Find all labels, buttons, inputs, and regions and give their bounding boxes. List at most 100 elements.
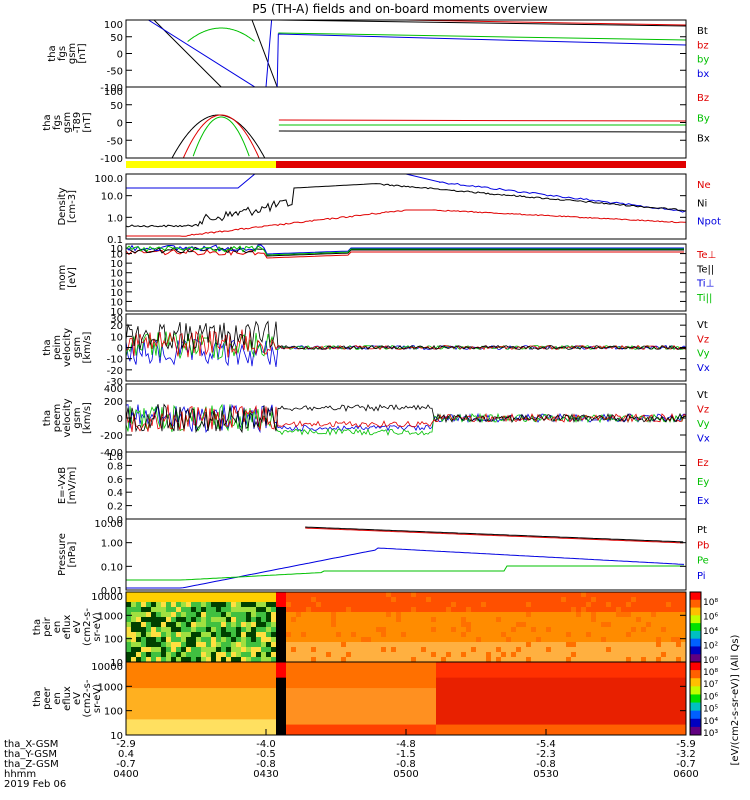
spectrogram-cell: [321, 693, 327, 700]
spectrogram-cell: [611, 652, 617, 658]
spectrogram-cell: [226, 657, 232, 662]
spectrogram-cell: [156, 703, 162, 710]
spectrogram-cell: [446, 719, 452, 726]
spectrogram-cell: [381, 698, 387, 705]
spectrogram-cell: [301, 729, 307, 735]
y-tick-label: 0.2: [107, 502, 123, 513]
spectrogram-cell: [546, 657, 552, 662]
spectrogram-cell: [191, 647, 197, 653]
spectrogram-cell: [451, 677, 457, 684]
spectrogram-cell: [366, 652, 372, 658]
spectrogram-cell: [361, 632, 367, 638]
spectrogram-cell: [196, 719, 202, 726]
spectrogram-cell: [421, 698, 427, 705]
panel-content: [126, 592, 686, 662]
spectrogram-cell: [456, 642, 462, 648]
spectrogram-cell: [406, 698, 412, 705]
spectrogram-cell: [536, 662, 542, 668]
spectrogram-cell: [366, 677, 372, 684]
spectrogram-cell: [516, 714, 522, 720]
spectrogram-cell: [451, 592, 457, 598]
spectrogram-cell: [521, 612, 527, 618]
spectrogram-cell: [606, 637, 612, 643]
panel-frame: [125, 313, 687, 382]
spectrogram-cell: [136, 682, 142, 689]
spectrogram-cell: [401, 642, 407, 648]
spectrogram-cell: [541, 627, 547, 633]
spectrogram-cell: [346, 698, 352, 705]
spectrogram-cell: [436, 602, 442, 608]
spectrogram-cell: [301, 688, 307, 694]
spectrogram-cell: [176, 729, 182, 735]
spectrogram-cell: [176, 688, 182, 694]
spectrogram-cell: [181, 719, 187, 726]
spectrogram-cell: [511, 612, 517, 618]
spectrogram-cell: [501, 688, 507, 694]
spectrogram-cell: [196, 724, 202, 731]
spectrogram-cell: [571, 607, 577, 613]
spectrogram-cell: [566, 729, 572, 735]
spectrogram-cell: [356, 729, 362, 735]
spectrogram-cell: [126, 677, 132, 684]
spectrogram-cell: [596, 622, 602, 628]
spectrogram-cell: [621, 724, 627, 731]
spectrogram-cell: [526, 708, 532, 715]
spectrogram-cell: [626, 677, 632, 684]
spectrogram-cell: [131, 652, 137, 658]
spectrogram-cell: [366, 637, 372, 643]
spectrogram-cell: [361, 652, 367, 658]
spectrogram-cell: [676, 672, 682, 679]
spectrogram-cell: [376, 617, 382, 623]
spectrogram-cell: [456, 677, 462, 684]
colorbar-segment: [690, 630, 701, 640]
spectrogram-cell: [626, 647, 632, 653]
spectrogram-cell: [411, 637, 417, 643]
spectrogram-cell: [216, 612, 222, 618]
spectrogram-cell: [306, 617, 312, 623]
spectrogram-cell: [461, 627, 467, 633]
spectrogram-cell: [396, 719, 402, 726]
spectrogram-cell: [141, 677, 147, 684]
colorbar-tick: 10³: [703, 729, 718, 739]
spectrogram-cell: [261, 682, 267, 689]
spectrogram-cell: [336, 708, 342, 715]
spectrogram-cell: [641, 607, 647, 613]
spectrogram-cell: [676, 682, 682, 689]
spectrogram-cell: [291, 627, 297, 633]
spectrogram-cell: [496, 637, 502, 643]
spectrogram-cell: [461, 729, 467, 735]
spectrogram-cell: [511, 729, 517, 735]
spectrogram-cell: [261, 602, 267, 608]
spectrogram-cell: [566, 627, 572, 633]
spectrogram-cell: [456, 637, 462, 643]
spectrogram-cell: [191, 724, 197, 731]
spectrogram-cell: [426, 602, 432, 608]
spectrogram-cell: [566, 617, 572, 623]
spectrogram-cell: [401, 592, 407, 598]
spectrogram-cell: [181, 597, 187, 603]
spectrogram-cell: [516, 612, 522, 618]
spectrogram-cell: [516, 617, 522, 623]
spectrogram-cell: [451, 637, 457, 643]
panel-frame: [125, 19, 687, 88]
spectrogram-cell: [656, 693, 662, 700]
spectrogram-cell: [411, 607, 417, 613]
spectrogram-cell: [556, 637, 562, 643]
spectrogram-cell: [501, 729, 507, 735]
spectrogram-cell: [586, 602, 592, 608]
spectrogram-cell: [361, 667, 367, 674]
spectrogram-cell: [566, 693, 572, 700]
spectrogram-cell: [211, 708, 217, 715]
spectrogram-cell: [476, 672, 482, 679]
spectrogram-cell: [651, 652, 657, 658]
spectrogram-cell: [251, 637, 257, 643]
spectrogram-cell: [586, 729, 592, 735]
spectrogram-cell: [246, 688, 252, 694]
legend-vy: Vy: [697, 419, 710, 430]
spectrogram-cell: [556, 729, 562, 735]
spectrogram-cell: [166, 698, 172, 705]
spectrogram-cell: [446, 672, 452, 679]
spectrogram-cell: [421, 708, 427, 715]
spectrogram-cell: [671, 688, 677, 694]
spectrogram-cell: [591, 672, 597, 679]
